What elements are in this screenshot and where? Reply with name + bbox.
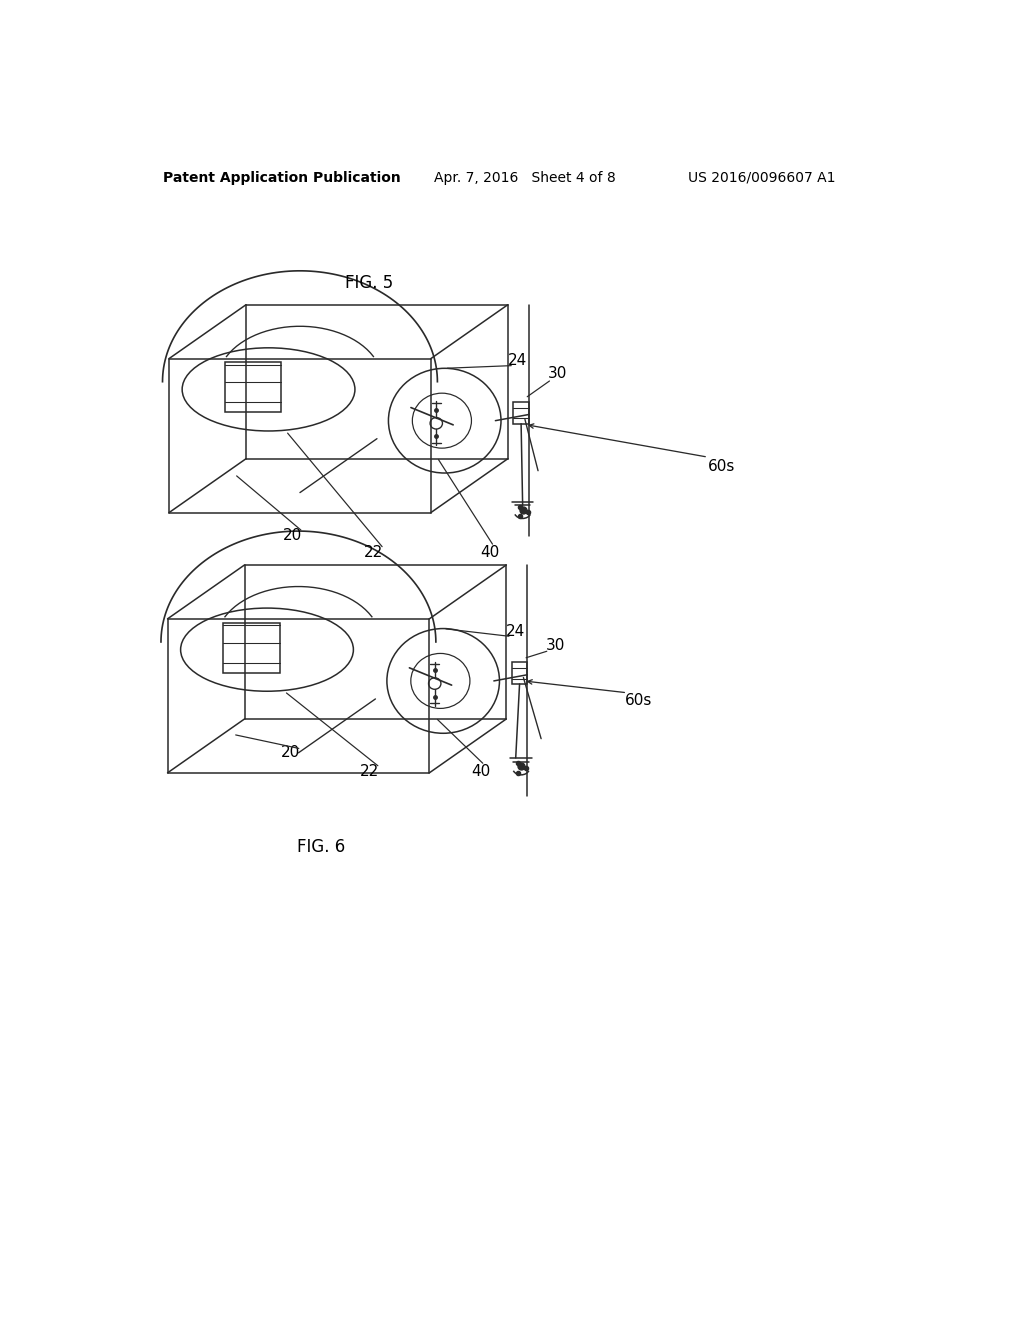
- Text: 40: 40: [480, 545, 500, 560]
- Text: 22: 22: [364, 545, 383, 560]
- Bar: [225, 363, 281, 412]
- Text: 20: 20: [283, 528, 302, 544]
- Text: Apr. 7, 2016   Sheet 4 of 8: Apr. 7, 2016 Sheet 4 of 8: [434, 170, 615, 185]
- Text: Patent Application Publication: Patent Application Publication: [164, 170, 401, 185]
- Text: 20: 20: [282, 746, 300, 760]
- Bar: [513, 403, 528, 424]
- Text: US 2016/0096607 A1: US 2016/0096607 A1: [688, 170, 836, 185]
- Text: 40: 40: [471, 764, 490, 779]
- Text: 60s: 60s: [709, 459, 735, 474]
- Text: FIG. 5: FIG. 5: [345, 275, 393, 292]
- Text: 30: 30: [548, 367, 567, 381]
- Bar: [223, 623, 280, 672]
- Text: 24: 24: [508, 352, 527, 368]
- Bar: [512, 663, 527, 684]
- Text: 60s: 60s: [625, 693, 652, 708]
- Text: 30: 30: [546, 638, 565, 652]
- Text: FIG. 6: FIG. 6: [297, 838, 346, 855]
- Text: 22: 22: [359, 764, 379, 779]
- Text: 24: 24: [506, 623, 525, 639]
